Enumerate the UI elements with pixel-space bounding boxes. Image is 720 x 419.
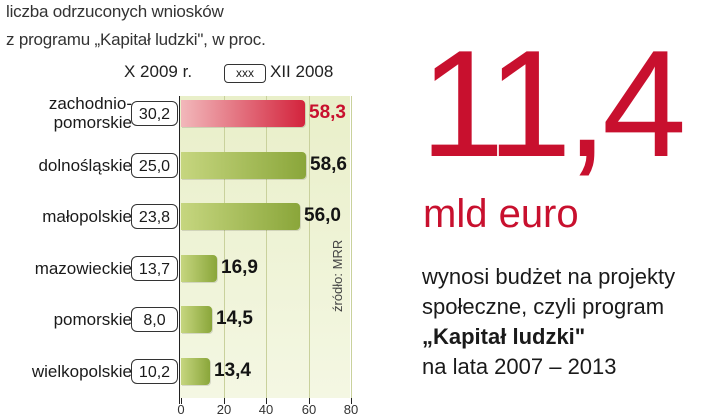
source-note: źródło: MRR [330,239,345,312]
callout-description: wynosi budżet na projekty społeczne, czyl… [422,262,718,382]
x-tick-label-20: 20 [216,402,232,417]
category-label-1: dolnośląskie [38,156,132,175]
x-tick-20 [224,398,225,404]
callout-unit: mld euro [423,192,579,236]
bar-value-label-3: 16,9 [221,256,258,278]
chart-title-line-2: z programu „Kapitał ludzki", w proc. [6,30,266,49]
prev-value-box-4: 8,0 [131,307,178,332]
category-label-4: pomorskie [54,310,132,329]
gridline-80 [351,96,352,398]
gridline-20 [224,96,225,398]
x-tick-label-60: 60 [301,402,317,417]
y-axis-line [179,96,180,404]
x-tick-60 [309,398,310,404]
callout-line-0: wynosi budżet na projekty [422,264,676,289]
callout-line-2: „Kapitał ludzki" [422,324,586,349]
prev-value-box-0: 30,2 [131,101,178,126]
category-label-line: pomorskie [53,310,132,329]
x-tick-80 [351,398,352,404]
category-label-0: zachodnio-pomorskie [49,94,132,132]
callout-line-1: społeczne, czyli program [422,294,665,319]
category-label-3: mazowieckie [35,259,132,278]
bar-1 [181,151,306,179]
bar-value-label-0: 58,3 [309,102,346,123]
bar-value-label-4: 14,5 [216,308,253,329]
legend-curr-label: XII 2008 [270,62,334,81]
gridline-40 [266,96,267,398]
x-tick-0 [181,398,182,404]
category-label-line: zachodnio- [48,94,132,113]
bar-0 [181,100,305,127]
legend-box: xxx [224,64,266,83]
x-tick-label-80: 80 [343,402,359,417]
category-label-2: małopolskie [42,207,132,226]
bar-5 [181,357,210,385]
callout-line-3: na lata 2007 – 2013 [422,354,617,379]
category-label-line: mazowieckie [34,258,132,278]
x-tick-label-40: 40 [258,402,274,417]
x-tick-40 [266,398,267,404]
plot-area [179,96,350,398]
gridline-60 [309,96,310,398]
prev-value-box-2: 23,8 [131,204,178,229]
category-label-line: wielkopolskie [31,361,132,381]
bar-value-label-1: 58,6 [310,153,347,175]
category-label-line: małopolskie [42,207,132,226]
x-tick-label-0: 0 [177,402,185,417]
prev-value-box-3: 13,7 [131,255,178,281]
bar-value-label-5: 13,4 [214,359,251,381]
category-label-line: dolnośląskie [38,155,132,175]
category-label-5: wielkopolskie [32,362,132,381]
bar-3 [181,254,217,282]
category-label-line: pomorskie [53,113,132,132]
prev-value-box-1: 25,0 [131,152,178,178]
legend-prev-label: X 2009 r. [124,62,193,81]
callout-number: 11,4 [420,19,687,189]
bar-4 [181,306,212,333]
chart-title-line-1: liczba odrzuconych wniosków [6,2,224,21]
prev-value-box-5: 10,2 [131,358,178,384]
bar-2 [181,203,300,230]
bar-value-label-2: 56,0 [304,205,341,226]
